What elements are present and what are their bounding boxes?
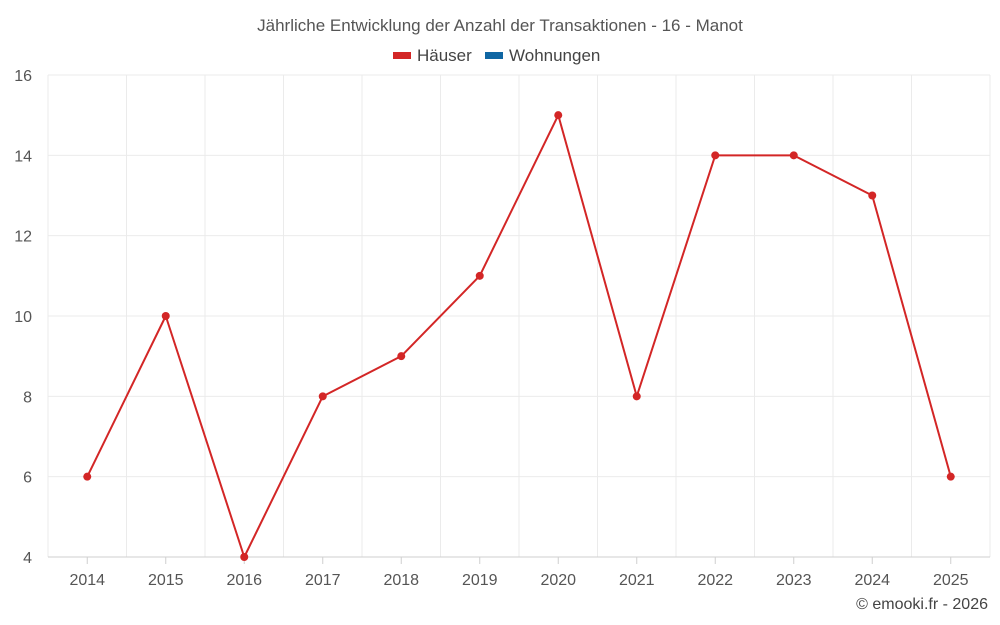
data-point[interactable] [397, 352, 406, 361]
data-point[interactable] [240, 553, 249, 561]
data-point[interactable] [83, 472, 92, 481]
x-tick-label: 2017 [305, 572, 341, 589]
chart-title: Jährliche Entwicklung der Anzahl der Tra… [257, 16, 743, 35]
y-tick-label: 12 [14, 229, 32, 246]
x-tick-label: 2024 [854, 572, 890, 589]
y-axis-ticks: 4 6 8 10 12 14 16 [14, 68, 32, 567]
data-point[interactable] [632, 392, 641, 401]
series-haeuser [83, 111, 955, 561]
x-axis-ticks: 2014 2015 2016 2017 2018 2019 2020 2021 2022 2023… [69, 557, 969, 589]
y-tick-label: 16 [14, 68, 32, 85]
y-tick-label: 14 [14, 148, 32, 165]
x-tick-label: 2019 [462, 572, 498, 589]
x-tick-label: 2015 [148, 572, 184, 589]
y-tick-label: 10 [14, 309, 32, 326]
x-tick-label: 2023 [776, 572, 812, 589]
data-point[interactable] [554, 111, 563, 120]
data-point[interactable] [789, 151, 798, 160]
data-point[interactable] [475, 271, 484, 280]
data-point[interactable] [868, 191, 877, 200]
series-line [86, 114, 952, 558]
legend-item-haeuser[interactable]: Häuser [393, 46, 472, 65]
credit: © emooki.fr - 2026 [856, 596, 988, 613]
legend-label-wohnungen: Wohnungen [509, 46, 600, 65]
legend: Häuser Wohnungen [393, 46, 600, 65]
x-tick-label: 2016 [226, 572, 262, 589]
data-point[interactable] [946, 472, 955, 481]
grid [47, 74, 991, 558]
legend-item-wohnungen[interactable]: Wohnungen [485, 46, 600, 65]
x-tick-label: 2014 [69, 572, 105, 589]
data-point[interactable] [161, 312, 170, 320]
x-tick-label: 2020 [540, 572, 576, 589]
data-point[interactable] [318, 392, 327, 401]
legend-label-haeuser: Häuser [417, 46, 472, 65]
x-tick-label: 2022 [697, 572, 733, 589]
x-tick-label: 2025 [933, 572, 969, 589]
x-tick-label: 2018 [383, 572, 419, 589]
x-tick-label: 2021 [619, 572, 655, 589]
y-tick-label: 4 [23, 550, 32, 567]
legend-swatch-wohnungen [485, 52, 503, 59]
data-point[interactable] [711, 151, 720, 160]
y-tick-label: 6 [23, 470, 32, 487]
legend-swatch-haeuser [393, 52, 411, 59]
y-tick-label: 8 [23, 389, 32, 406]
